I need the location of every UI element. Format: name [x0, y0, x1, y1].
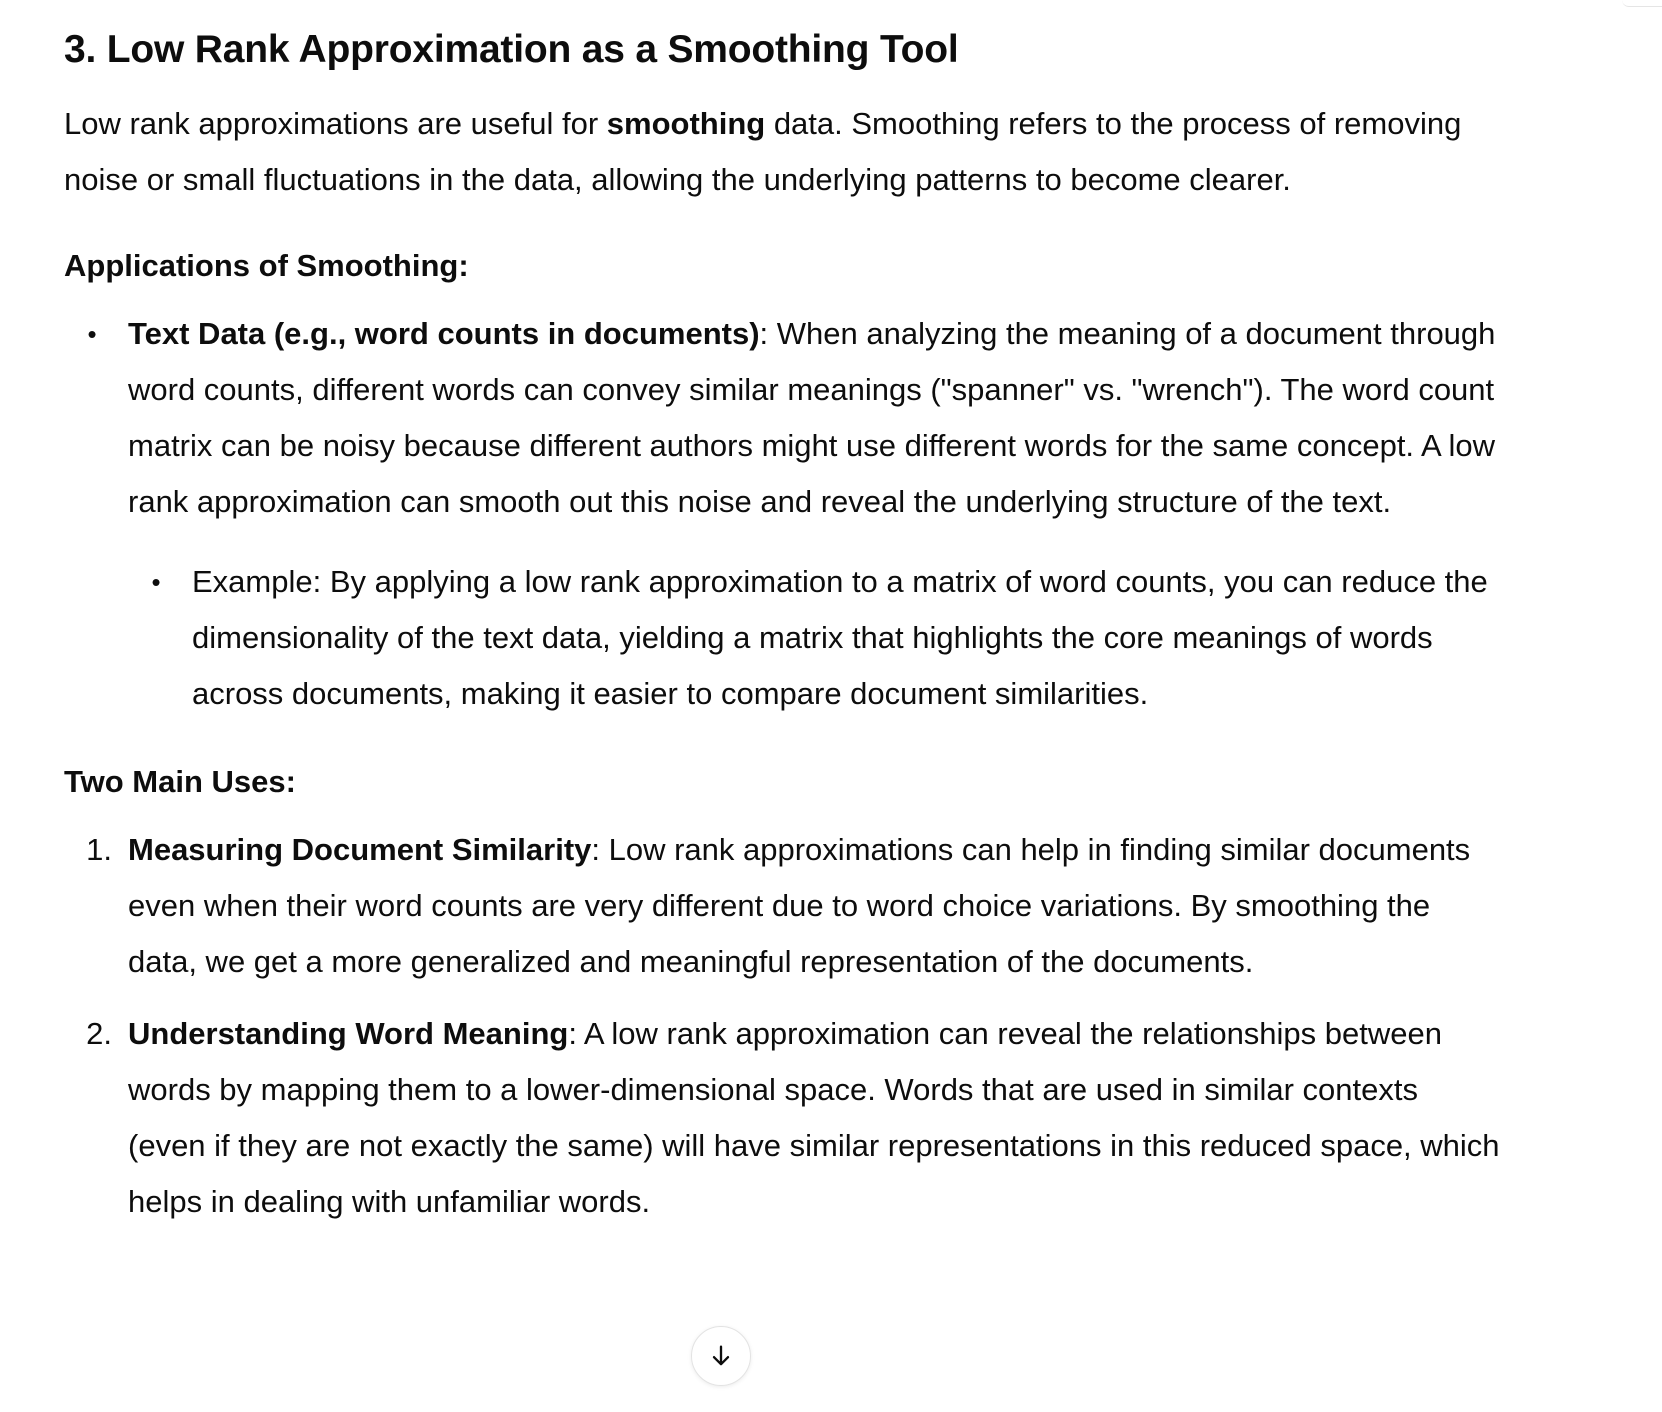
nested-list: • Example: By applying a low rank approx…: [128, 554, 1504, 722]
list-item-text: : When analyzing the meaning of a docume…: [128, 316, 1496, 519]
number-marker: 2.: [86, 1016, 112, 1051]
list-item: 1. Measuring Document Similarity: Low ra…: [64, 822, 1504, 990]
list-item-bold: Text Data (e.g., word counts in document…: [128, 316, 760, 351]
list-item-text: : Low rank approximations can help in fi…: [128, 832, 1471, 979]
list-item: • Text Data (e.g., word counts in docume…: [64, 306, 1504, 722]
window-edge: [1622, 0, 1662, 7]
nested-list-item-text: Example: By applying a low rank approxim…: [192, 564, 1488, 711]
number-marker: 1.: [86, 832, 112, 867]
bullet-marker: •: [87, 319, 97, 349]
scroll-to-bottom-button[interactable]: [691, 1326, 751, 1386]
intro-bold-term: smoothing: [606, 106, 766, 141]
applications-heading: Applications of Smoothing:: [64, 248, 469, 283]
uses-list: 1. Measuring Document Similarity: Low ra…: [64, 822, 1504, 1230]
list-item: 2. Understanding Word Meaning: A low ran…: [64, 1006, 1504, 1230]
message-content: 3. Low Rank Approximation as a Smoothing…: [64, 0, 1504, 1230]
uses-heading: Two Main Uses:: [64, 764, 296, 799]
arrow-down-icon: [712, 1345, 730, 1366]
list-item-bold: Understanding Word Meaning: [128, 1016, 569, 1051]
applications-list: • Text Data (e.g., word counts in docume…: [64, 306, 1504, 722]
intro-text-before: Low rank approximations are useful for: [64, 106, 607, 141]
list-item-text: : A low rank approximation can reveal th…: [128, 1016, 1500, 1219]
nested-list-item: • Example: By applying a low rank approx…: [128, 554, 1504, 722]
bullet-marker: •: [151, 567, 161, 597]
intro-text-after: data. Smoothing refers to the process of…: [64, 106, 1462, 197]
intro-paragraph: Low rank approximations are useful for s…: [64, 96, 1504, 208]
list-item-bold: Measuring Document Similarity: [128, 832, 592, 867]
section-heading: 3. Low Rank Approximation as a Smoothing…: [64, 28, 959, 71]
